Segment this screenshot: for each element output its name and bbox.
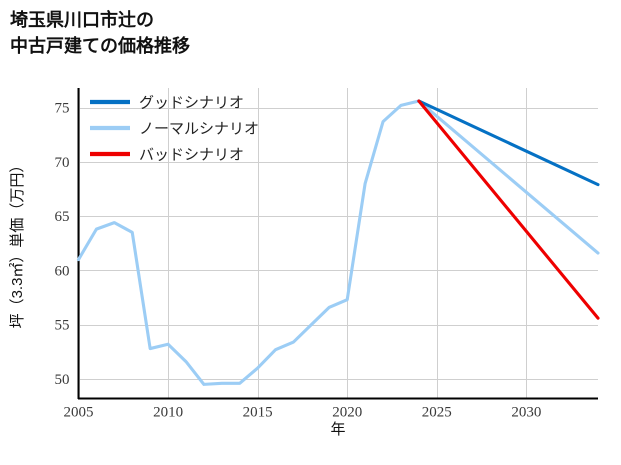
x-tick-label-2005: 2005 — [64, 405, 94, 421]
chart-title: 埼玉県川口市辻の中古戸建ての価格推移 — [10, 8, 190, 59]
chart-title-line1: 埼玉県川口市辻の — [10, 10, 154, 30]
chart-title-line2: 中古戸建ての価格推移 — [10, 35, 190, 56]
y-tick-label-50: 50 — [55, 372, 70, 388]
x-tick-label-2030: 2030 — [511, 405, 541, 421]
y-tick-label-70: 70 — [55, 155, 70, 171]
y-tick-label-55: 55 — [55, 318, 70, 334]
y-axis-title: 坪（3.3㎡）単価（万円） — [9, 158, 26, 329]
x-tick-label-2010: 2010 — [153, 405, 183, 421]
x-tick-label-2025: 2025 — [422, 405, 452, 421]
series-line-0 — [417, 99, 600, 187]
legend-label-1: ノーマルシナリオ — [139, 122, 259, 138]
y-tick-labels: 50 55 60 65 70 75 — [55, 101, 70, 388]
x-tick-label-2020: 2020 — [332, 405, 362, 421]
x-axis-title: 年 — [330, 421, 345, 438]
y-tick-label-75: 75 — [55, 101, 70, 117]
legend-label-2: バッドシナリオ — [139, 148, 244, 164]
x-tick-label-2015: 2015 — [243, 405, 273, 421]
legend-label-0: グッドシナリオ — [139, 95, 244, 112]
series-line-1 — [76, 99, 600, 386]
x-tick-labels: 2005 2010 2015 2020 2025 2030 — [64, 405, 542, 421]
series-layer — [76, 99, 600, 386]
y-gridlines — [78, 108, 598, 380]
y-tick-label-60: 60 — [55, 263, 70, 279]
series-line-2 — [417, 99, 600, 320]
y-tick-label-65: 65 — [55, 209, 70, 225]
